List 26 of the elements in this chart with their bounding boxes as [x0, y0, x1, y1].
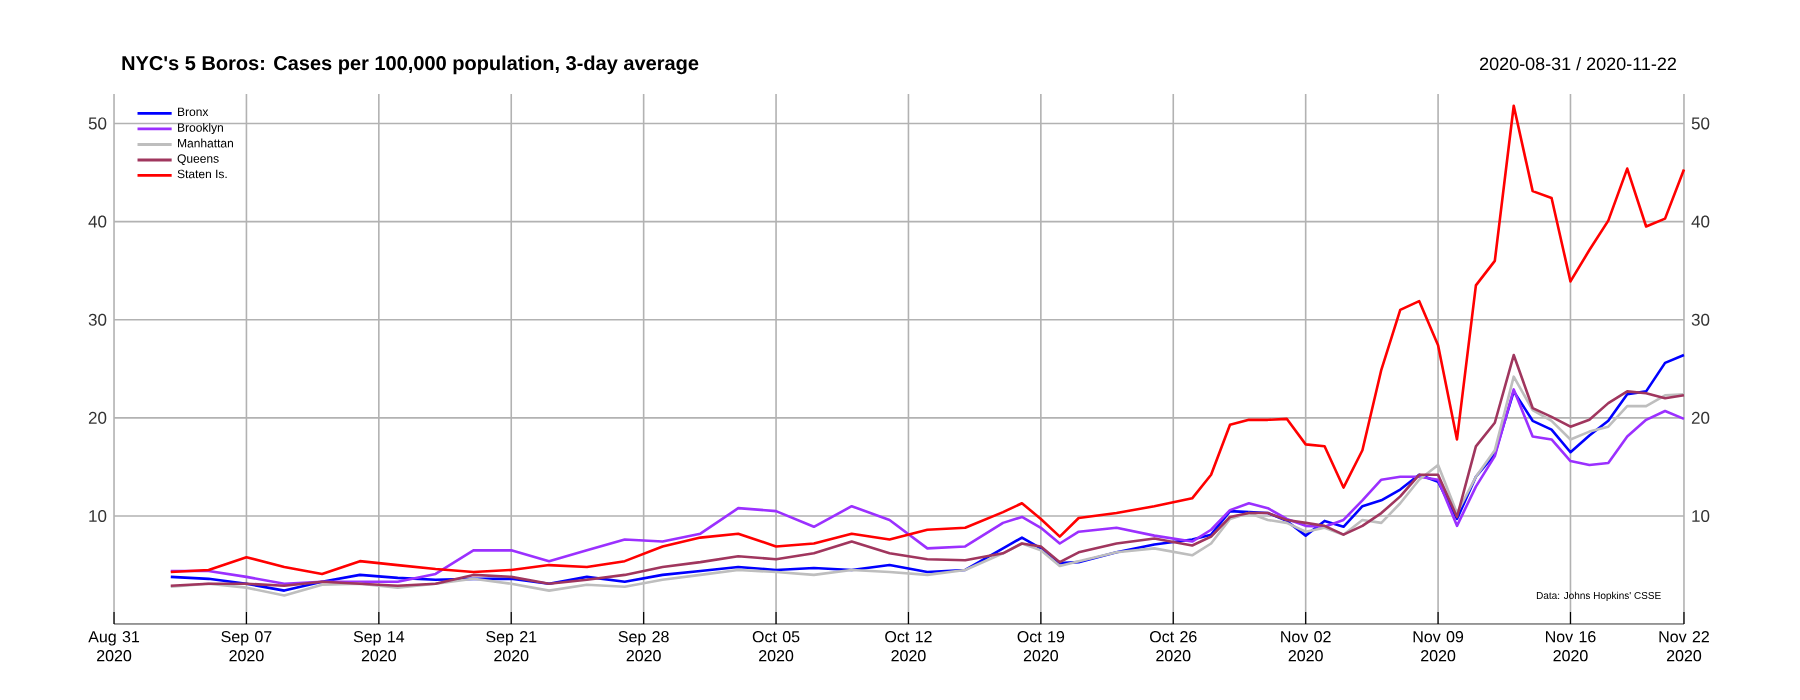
y-tick-label: 10: [89, 510, 107, 523]
y-tick-label: 50: [88, 117, 107, 130]
y-tick-label: 20: [88, 411, 107, 424]
chart-title: NYC's 5 Boros: Cases per 100,000 population, 3-day average: [122, 55, 699, 75]
x-tick-label: Aug 31 2020: [88, 631, 140, 662]
x-tick-label: Sep 21 2020: [486, 631, 537, 662]
y2-tick-label: 30: [1691, 313, 1710, 326]
x-tick-label: Nov 02 2020: [1281, 631, 1331, 662]
x-tick-label: Oct 05 2020: [752, 631, 800, 662]
x-tick-label: Sep 07 2020: [221, 631, 272, 662]
x-tick-label: Oct 26 2020: [1150, 631, 1197, 662]
x-tick-label: Oct 19 2020: [1017, 631, 1065, 662]
y-tick-label: 30: [88, 313, 107, 326]
x-tick-label: Nov 16 2020: [1546, 631, 1596, 662]
y2-tick-label: 20: [1691, 411, 1710, 424]
y-tick-label: 40: [88, 215, 107, 228]
y2-tick-label: 40: [1691, 215, 1710, 228]
line-series: [169, 104, 1686, 576]
x-tick-label: Sep 14 2020: [353, 631, 405, 662]
x-tick-label: Nov 09 2020: [1413, 631, 1464, 662]
x-tick-label: Nov 22 2020: [1659, 631, 1709, 662]
y2-tick-label: 10: [1692, 510, 1710, 523]
chart-subtitle: 2020-08-31 / 2020-11-22: [1480, 56, 1676, 71]
x-tick-label: Sep 28 2020: [618, 631, 669, 662]
y2-tick-label: 50: [1691, 117, 1710, 130]
x-tick-label: Oct 12 2020: [885, 631, 932, 662]
